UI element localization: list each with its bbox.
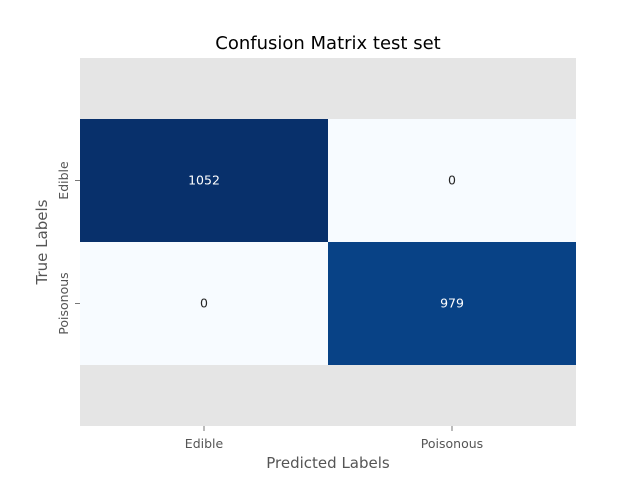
heatmap-cells [80, 119, 576, 365]
heatmap-cell [328, 242, 576, 365]
cell-annotation: 1052 [188, 173, 220, 188]
heatmap-cell [80, 242, 328, 365]
x-tick-label: Poisonous [421, 436, 483, 451]
cell-annotation: 0 [448, 173, 456, 188]
chart-title: Confusion Matrix test set [215, 33, 440, 54]
heatmap-cell [328, 119, 576, 242]
y-axis-label: True Labels [33, 199, 51, 285]
x-axis-label: Predicted Labels [266, 454, 390, 472]
heatmap-cell [80, 119, 328, 242]
x-tick-label: Edible [185, 436, 224, 451]
y-tick-label: Poisonous [56, 272, 71, 334]
cell-annotations: 1052 0 0 979 [188, 173, 464, 311]
cell-annotation: 0 [200, 296, 208, 311]
x-axis-ticks: Edible Poisonous [185, 426, 483, 451]
y-tick-label: Edible [56, 161, 71, 200]
cell-annotation: 979 [440, 296, 464, 311]
y-axis-ticks: Edible Poisonous [56, 161, 80, 335]
